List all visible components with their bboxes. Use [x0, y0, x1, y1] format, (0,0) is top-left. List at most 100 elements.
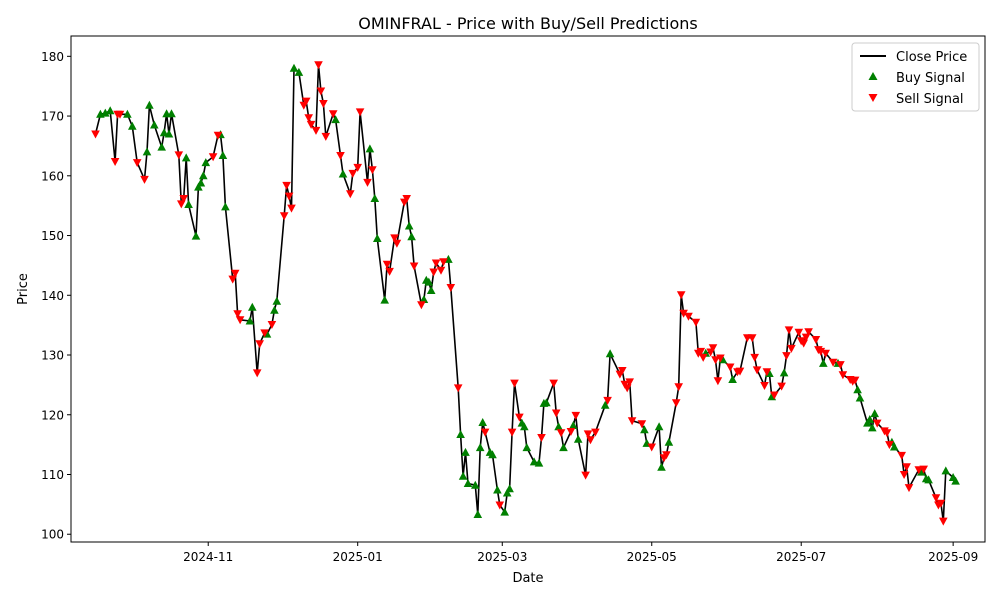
sell-signal-marker	[382, 260, 392, 269]
sell-signal-marker	[436, 266, 446, 275]
sell-signal-marker	[431, 259, 441, 268]
sell-signal-marker	[495, 501, 505, 510]
buy-signal-marker	[924, 475, 933, 484]
sell-signal-marker	[939, 517, 948, 526]
buy-signal-marker	[865, 415, 875, 423]
buy-signal-marker	[101, 108, 110, 117]
legend: Close Price Buy Signal Sell Signal	[851, 42, 980, 112]
buy-signal-marker	[404, 221, 414, 230]
buy-signal-marker	[505, 484, 514, 493]
y-tick-label: 170	[41, 110, 64, 124]
sell-signal-marker	[583, 430, 593, 439]
sell-signal-marker	[679, 309, 688, 318]
sell-signal-marker	[904, 484, 914, 493]
sell-signal-marker	[208, 153, 218, 162]
sell-signal-marker	[618, 367, 627, 375]
buy-signal-marker	[559, 443, 568, 452]
plot-area	[91, 61, 960, 526]
y-axis-label: Price	[16, 273, 31, 305]
buy-signal-marker	[890, 442, 899, 451]
sell-signal-marker	[684, 312, 693, 321]
sell-signal-marker	[392, 239, 402, 248]
buy-signal-marker	[426, 286, 436, 294]
buy-signal-marker	[201, 158, 211, 167]
sell-signal-marker	[328, 110, 338, 119]
buy-signal-marker	[159, 128, 169, 137]
buy-signal-marker	[569, 421, 578, 429]
sell-signal-marker	[782, 352, 791, 361]
buy-signal-marker	[819, 358, 828, 367]
sell-signal-marker	[735, 367, 745, 376]
sell-signal-marker	[115, 110, 125, 119]
buy-signal-marker	[272, 296, 282, 305]
buy-signal-marker	[868, 423, 877, 432]
sell-signal-marker	[674, 383, 683, 392]
sell-signal-marker	[551, 409, 561, 418]
buy-signal-marker	[194, 182, 203, 191]
x-tick-label: 2024-11	[183, 550, 233, 564]
y-tick-label: 180	[41, 50, 64, 64]
sell-signal-marker	[355, 108, 365, 117]
sell-signal-marker	[174, 151, 184, 160]
sell-signal-marker	[784, 326, 794, 335]
buy-signal-marker	[458, 471, 468, 480]
buy-signal-marker	[522, 443, 532, 452]
sell-signal-marker	[336, 152, 345, 160]
buy-signal-marker	[600, 400, 610, 409]
x-tick-label: 2025-07	[776, 550, 826, 564]
sell-signal-marker	[752, 366, 762, 375]
buy-signal-marker	[380, 295, 389, 304]
buy-signal-marker	[196, 178, 206, 187]
sell-signal-marker	[691, 318, 701, 327]
buy-signal-marker	[373, 234, 382, 242]
y-tick-label: 160	[41, 169, 64, 183]
sell-signal-marker	[235, 316, 245, 325]
sell-signal-marker	[787, 344, 796, 353]
sell-signal-marker	[777, 382, 786, 391]
sell-signal-marker	[507, 428, 517, 437]
sell-signal-marker	[708, 344, 718, 353]
x-tick-label: 2025-05	[627, 550, 677, 564]
sell-signal-marker	[899, 471, 909, 479]
buy-signal-marker	[478, 418, 487, 426]
legend-sell-signal-marker	[868, 94, 878, 102]
sell-signal-marker	[91, 130, 100, 139]
sell-signal-marker	[750, 353, 759, 362]
buy-signal-marker	[145, 100, 154, 109]
buy-signal-marker	[500, 507, 509, 516]
sell-signal-marker	[716, 354, 725, 363]
sell-signal-marker	[760, 382, 769, 390]
sell-signal-marker	[346, 190, 355, 199]
buy-signal-marker	[331, 115, 340, 124]
sell-signal-marker	[311, 126, 321, 135]
buy-signal-marker	[184, 200, 193, 208]
x-axis-label: Date	[512, 571, 543, 586]
sell-signal-marker	[228, 275, 237, 284]
sell-signal-marker	[390, 234, 399, 243]
buy-signal-marker	[473, 510, 483, 518]
x-tick-label: 2025-09	[928, 550, 978, 564]
sell-signal-marker	[537, 434, 546, 442]
sell-signal-marker	[252, 369, 262, 378]
sell-signal-marker	[603, 396, 612, 405]
y-tick-label: 140	[41, 289, 64, 303]
sell-signal-marker	[446, 284, 456, 292]
buy-signal-marker	[245, 316, 255, 325]
sell-signal-marker	[321, 132, 331, 141]
sell-signal-marker	[897, 451, 906, 460]
sell-signal-marker	[510, 379, 519, 388]
sell-signal-marker	[179, 195, 188, 203]
sell-signal-marker	[671, 399, 681, 408]
buy-signal-marker	[534, 458, 544, 467]
sell-signal-marker	[284, 192, 294, 201]
sell-signal-marker	[882, 429, 892, 438]
sell-signal-marker	[647, 443, 656, 452]
sell-signal-marker	[255, 340, 264, 349]
sell-signal-marker	[556, 429, 566, 438]
y-tick-label: 130	[41, 349, 64, 363]
buy-signal-marker	[951, 476, 960, 485]
buy-signal-marker	[520, 422, 529, 431]
sell-signal-marker	[353, 163, 362, 172]
sell-signal-marker	[230, 269, 240, 278]
